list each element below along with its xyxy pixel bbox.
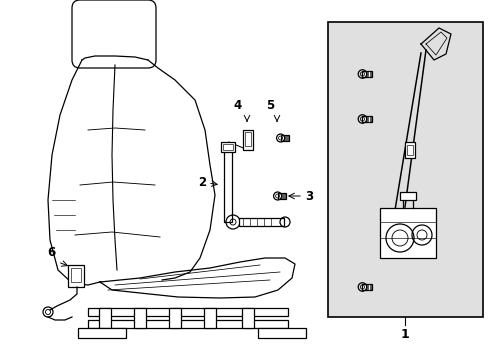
Bar [399, 192, 415, 200]
Bar [68, 265, 84, 287]
Bar [203, 308, 216, 328]
Bar [78, 328, 126, 338]
Bar [404, 142, 414, 158]
Bar [280, 135, 289, 141]
Bar [362, 71, 371, 77]
Bar [99, 308, 111, 328]
Bar [169, 308, 181, 328]
Bar [327, 22, 482, 317]
Text: 6: 6 [48, 246, 56, 259]
FancyBboxPatch shape [72, 0, 156, 68]
Bar [239, 218, 284, 226]
Bar [71, 268, 81, 282]
Bar [134, 308, 146, 328]
Text: 2: 2 [198, 176, 205, 189]
Bar [243, 130, 252, 150]
Bar [406, 145, 412, 155]
Bar [224, 147, 231, 222]
Text: 5: 5 [265, 99, 274, 112]
Bar [221, 142, 235, 152]
Text: 4: 4 [233, 99, 242, 112]
Bar [244, 132, 250, 146]
Bar [277, 193, 286, 199]
Bar [362, 284, 371, 290]
Bar [88, 308, 287, 316]
Bar [88, 320, 287, 328]
Bar [223, 144, 232, 150]
Bar [242, 308, 253, 328]
Text: 3: 3 [305, 189, 312, 202]
Bar [379, 208, 435, 258]
Bar [362, 116, 371, 122]
Text: 1: 1 [400, 328, 408, 341]
Bar [258, 328, 305, 338]
